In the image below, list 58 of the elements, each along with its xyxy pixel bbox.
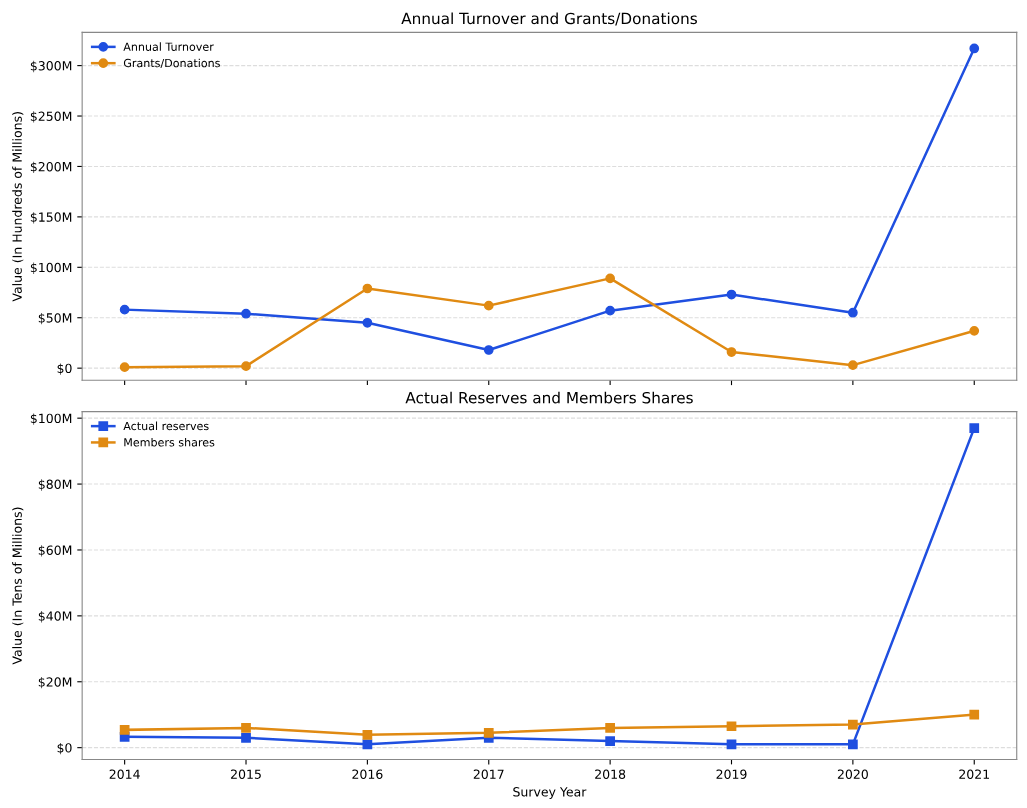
y-tick-label: $200M <box>30 161 72 174</box>
point <box>726 289 737 300</box>
x-tick-label: 2015 <box>231 769 261 779</box>
point <box>848 719 858 730</box>
y-tick-label: $150M <box>30 212 72 224</box>
point <box>241 723 251 733</box>
x-tick-label: 2017 <box>473 769 504 779</box>
point <box>969 325 980 336</box>
point <box>969 423 980 433</box>
point <box>969 43 980 54</box>
point <box>483 345 494 355</box>
point <box>605 273 615 284</box>
point <box>969 709 980 720</box>
y-tick-label: $250M <box>30 111 72 123</box>
y-tick-label: $100M <box>30 413 72 425</box>
y-axis-title: Value (In Hundreds of Millions) <box>12 112 24 302</box>
point <box>241 361 251 372</box>
chart-title: Annual Turnover and Grants/Donations <box>401 12 697 26</box>
y-tick-label: $0 <box>57 363 72 375</box>
point <box>605 723 615 733</box>
point <box>119 362 130 373</box>
point <box>848 360 858 370</box>
point <box>119 725 130 735</box>
chart-title: Actual Reserves and Members Shares <box>405 391 693 404</box>
y-tick-label: $40M <box>38 611 72 623</box>
y-tick-label: $300M <box>30 60 72 73</box>
y-tick-label: $80M <box>38 479 72 491</box>
point <box>848 739 858 750</box>
point <box>726 347 737 357</box>
point <box>726 721 737 732</box>
y-tick-label: $20M <box>38 677 72 689</box>
legend-label: Grants/Donations <box>123 58 220 69</box>
point <box>241 308 251 319</box>
legend-label: Annual Turnover <box>123 42 214 51</box>
point <box>848 307 858 318</box>
y-tick-label: $100M <box>30 262 72 274</box>
y-axis-title: Value (In Tens of Millions) <box>12 507 24 665</box>
x-tick-label: 2021 <box>959 769 989 779</box>
point <box>241 732 251 743</box>
x-tick-label: 2019 <box>716 769 747 779</box>
point <box>605 736 615 746</box>
y-tick-label: $0 <box>57 742 72 755</box>
y-tick-label: $60M <box>38 545 72 557</box>
x-tick-label: 2018 <box>595 769 626 779</box>
x-tick-label: 2016 <box>352 769 383 779</box>
point <box>605 305 615 316</box>
point <box>483 727 494 738</box>
point <box>362 283 373 294</box>
point <box>362 729 373 740</box>
point <box>119 304 130 315</box>
legend-label: Actual reserves <box>123 421 209 431</box>
x-axis-title: Survey Year <box>513 787 587 799</box>
point <box>483 300 494 311</box>
point <box>362 317 373 328</box>
x-tick-label: 2014 <box>109 769 140 779</box>
x-tick-label: 2020 <box>837 769 868 779</box>
y-tick-label: $50M <box>38 312 72 325</box>
legend-label: Members shares <box>124 437 215 447</box>
